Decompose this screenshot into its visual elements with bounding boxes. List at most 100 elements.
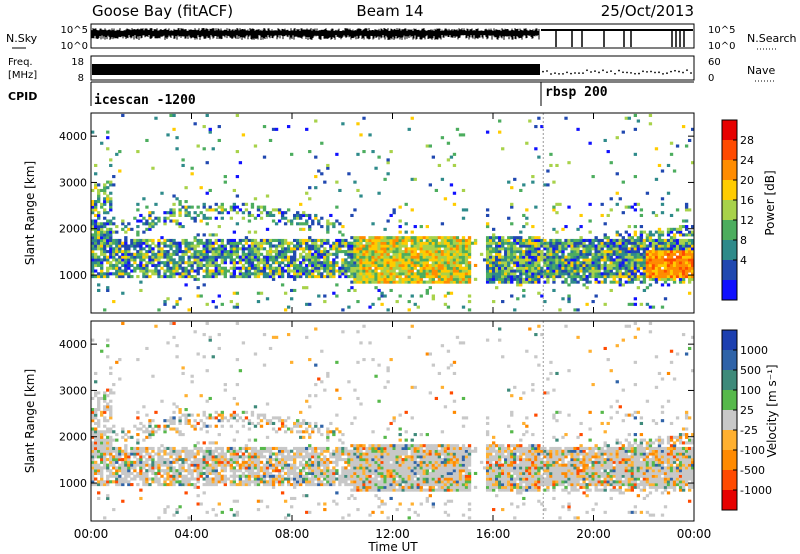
velocity-cell — [247, 474, 252, 478]
power-cell — [543, 269, 547, 273]
power-cell — [136, 202, 140, 206]
power-cell — [495, 241, 499, 245]
power-cell — [380, 250, 384, 254]
power-cell — [546, 272, 550, 276]
velocity-cell — [199, 466, 203, 470]
power-cell — [425, 236, 429, 240]
power-cell — [543, 258, 547, 262]
power-cell — [495, 263, 499, 268]
power-cell — [488, 277, 493, 281]
power-cell — [175, 219, 179, 223]
power-cell — [669, 252, 674, 256]
power-cell — [555, 202, 559, 206]
velocity-cell — [229, 483, 234, 487]
power-cell — [603, 241, 607, 245]
velocity-cell — [112, 466, 116, 470]
power-cell — [112, 175, 116, 179]
velocity-cell — [100, 446, 104, 451]
velocity-cell — [106, 446, 110, 451]
power-cell — [588, 261, 592, 265]
power-cell — [386, 266, 390, 270]
velocity-cell — [250, 480, 255, 484]
power-cell — [199, 263, 203, 268]
power-cell — [383, 227, 387, 231]
velocity-cell — [208, 463, 212, 467]
cpid-segment-1: icescan -1200 — [94, 93, 196, 108]
power-cell — [350, 213, 354, 218]
power-cell — [666, 255, 671, 259]
power-cell — [293, 288, 297, 293]
power-cell — [280, 238, 285, 243]
velocity-cell — [208, 416, 212, 420]
power-cell — [609, 247, 613, 251]
power-cell — [265, 255, 270, 259]
power-cell — [570, 244, 574, 248]
power-cell — [639, 238, 644, 243]
power-cell — [229, 241, 234, 245]
power-cell — [591, 255, 595, 259]
power-cell — [145, 238, 149, 243]
power-cell — [160, 247, 164, 251]
power-cell — [516, 269, 520, 273]
power-colorbar-tick-label: 24 — [740, 154, 754, 167]
power-cell — [398, 205, 402, 209]
power-cell — [648, 244, 653, 248]
velocity-cell — [91, 477, 95, 481]
power-cell — [280, 269, 285, 273]
nave-point — [586, 69, 588, 72]
velocity-cell — [178, 483, 182, 487]
power-cell — [356, 152, 360, 156]
velocity-cell — [202, 452, 206, 456]
power-cell — [371, 269, 375, 273]
power-cell — [121, 261, 125, 265]
power-cell — [552, 205, 556, 209]
power-cell — [350, 241, 354, 245]
power-cell — [648, 122, 653, 126]
power-cell — [103, 225, 107, 229]
power-cell — [534, 238, 538, 243]
power-cell — [666, 163, 671, 168]
power-cell — [404, 238, 408, 243]
velocity-cell — [178, 466, 182, 470]
power-cell — [579, 236, 583, 240]
power-cell — [531, 244, 535, 248]
power-cell — [353, 280, 357, 284]
power-cell — [124, 238, 128, 243]
power-cell — [597, 255, 601, 259]
power-cell — [220, 241, 224, 245]
power-cell — [347, 305, 351, 309]
power-cell — [250, 213, 255, 218]
power-cell — [178, 244, 182, 248]
power-cell — [142, 216, 146, 220]
velocity-cell — [145, 477, 149, 481]
power-cell — [488, 238, 493, 243]
power-cell — [353, 269, 357, 273]
power-cell — [687, 250, 692, 254]
velocity-cell — [139, 421, 143, 426]
velocity-cell — [205, 471, 209, 476]
power-cell — [289, 258, 294, 262]
power-cell — [253, 272, 258, 276]
power-cell — [323, 255, 327, 259]
velocity-cell — [223, 466, 227, 470]
power-cell — [250, 263, 255, 268]
velocity-cell — [121, 460, 125, 464]
power-cell — [136, 244, 140, 248]
power-cell — [522, 250, 526, 254]
power-cell — [621, 272, 625, 276]
power-cell — [401, 244, 405, 248]
velocity-cell — [133, 449, 137, 453]
power-cell — [612, 258, 616, 262]
power-cell — [657, 230, 662, 234]
power-cell — [633, 252, 638, 256]
power-cell — [449, 258, 454, 262]
power-cell — [455, 250, 460, 254]
velocity-cell — [166, 460, 170, 464]
velocity-cell — [97, 424, 101, 428]
power-cell — [302, 222, 306, 226]
power-cell — [564, 225, 568, 229]
velocity-cell — [91, 483, 95, 487]
power-cell — [371, 247, 375, 251]
power-cell — [178, 222, 182, 226]
power-cell — [112, 300, 116, 304]
